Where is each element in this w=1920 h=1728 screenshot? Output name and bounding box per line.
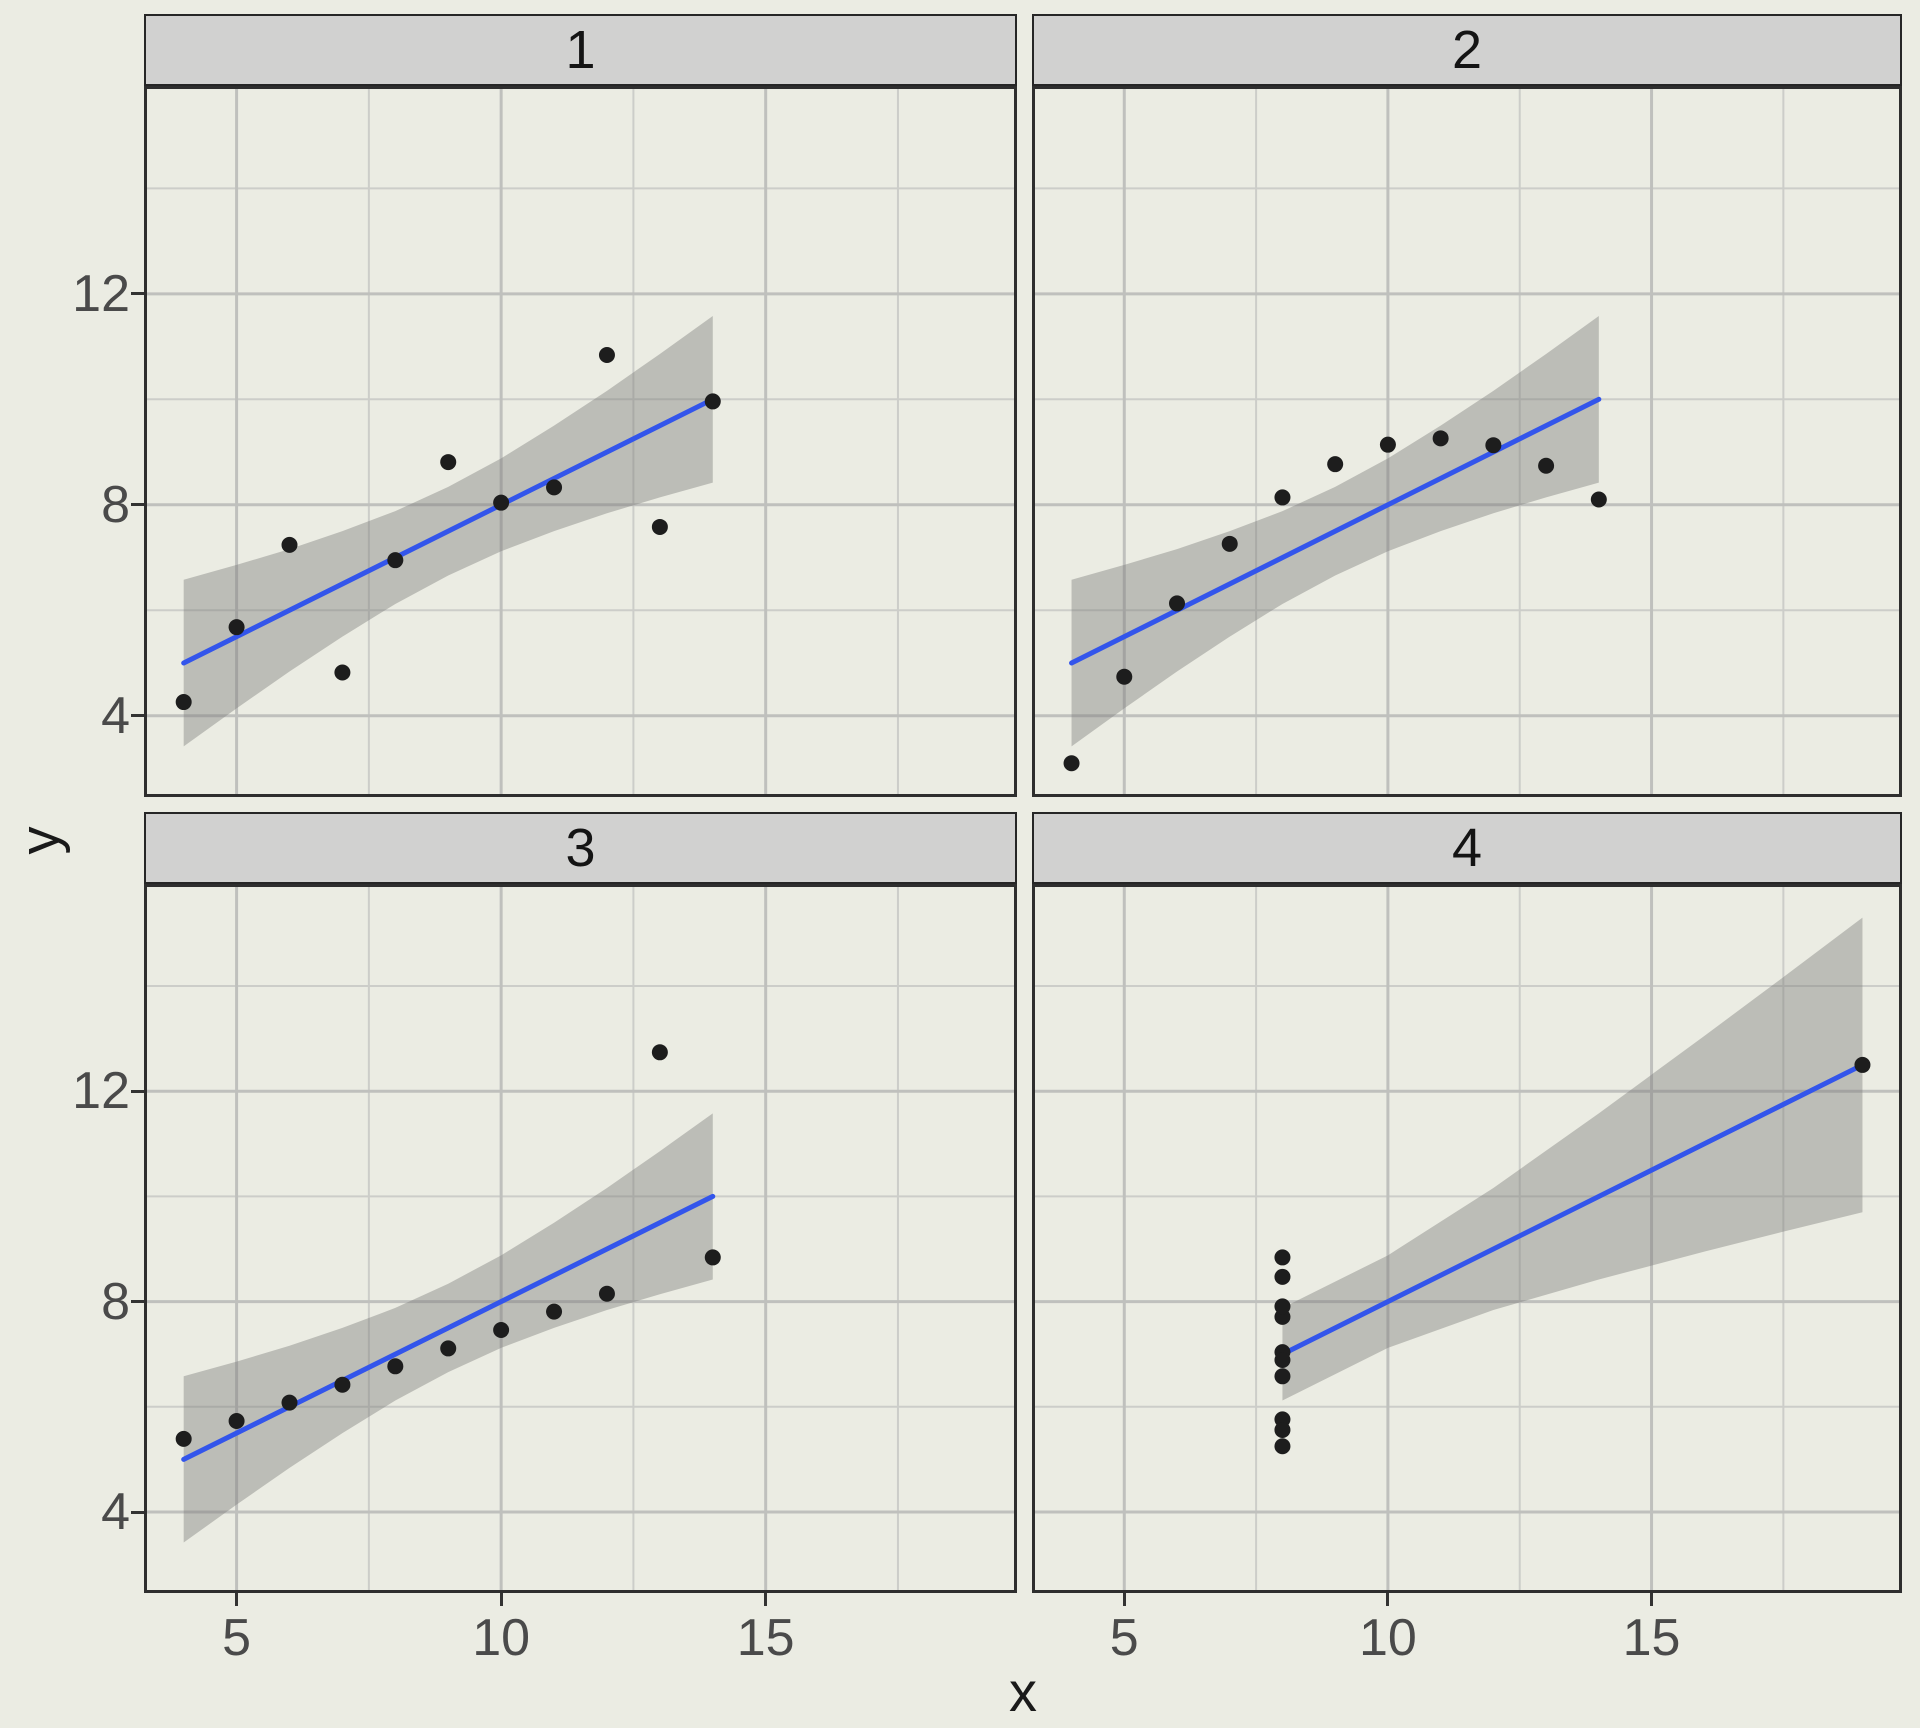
- data-point: [440, 454, 457, 471]
- x-axis-tick-mark: [764, 1593, 768, 1606]
- y-axis-tick-mark: [131, 292, 144, 296]
- facet-strip-1-label: 1: [565, 20, 596, 80]
- data-point: [493, 494, 510, 511]
- x-axis-tick-mark: [1122, 1593, 1126, 1606]
- data-point: [387, 552, 404, 569]
- facet-strip-4-label: 4: [1451, 818, 1483, 878]
- data-point: [334, 1376, 351, 1393]
- data-point: [1485, 437, 1502, 454]
- data-point: [175, 694, 192, 711]
- y-axis-tick-mark: [131, 503, 144, 507]
- x-axis-tick-mark: [1386, 1593, 1390, 1606]
- confidence-ribbon: [1282, 917, 1863, 1401]
- facet-strip-3-label: 3: [565, 818, 596, 878]
- y-axis-title-text: y: [7, 826, 71, 854]
- facet-panel-1: [144, 86, 1017, 797]
- data-point: [1379, 436, 1396, 453]
- y-axis-tick-label: 4: [101, 686, 130, 745]
- data-point: [1221, 535, 1238, 552]
- x-axis-tick-mark: [499, 1593, 503, 1606]
- data-point: [1274, 1351, 1291, 1368]
- x-axis-tick-mark: [1650, 1593, 1654, 1606]
- data-point: [1274, 1249, 1291, 1266]
- regression-line: [181, 396, 716, 666]
- data-point: [175, 1430, 192, 1447]
- x-axis-title: x: [1009, 1660, 1037, 1723]
- data-point: [1327, 456, 1344, 473]
- data-point: [1116, 668, 1133, 685]
- y-axis-tick-mark: [131, 1510, 144, 1514]
- data-point: [651, 518, 668, 535]
- facet-strip-1: 1: [144, 14, 1017, 86]
- y-axis-tick-mark: [131, 1300, 144, 1304]
- data-point: [598, 346, 615, 363]
- data-point: [281, 536, 298, 553]
- data-point: [228, 1413, 245, 1430]
- data-point: [546, 479, 563, 496]
- y-axis-tick-label: 12: [72, 264, 130, 323]
- x-axis-tick-label: 5: [222, 1609, 252, 1667]
- data-point: [546, 1303, 563, 1320]
- y-axis-tick-label: 8: [101, 475, 130, 534]
- data-point: [387, 1358, 404, 1375]
- data-point: [1063, 755, 1080, 772]
- data-point: [1274, 489, 1291, 506]
- y-axis-tick-mark: [131, 1089, 144, 1093]
- data-point: [1274, 1298, 1291, 1315]
- data-point: [1590, 491, 1607, 508]
- data-point: [493, 1322, 510, 1339]
- facet-strip-4: 4: [1032, 812, 1902, 884]
- x-axis-tick-label: 10: [1358, 1609, 1417, 1667]
- x-axis-tick-label: 5: [1109, 1609, 1139, 1667]
- data-point: [1274, 1368, 1291, 1385]
- facet-panel-4: [1032, 884, 1902, 1593]
- data-point: [704, 393, 721, 410]
- data-point: [1274, 1438, 1291, 1455]
- data-point: [228, 619, 245, 636]
- x-axis-tick-label: 15: [1622, 1609, 1681, 1667]
- data-point: [334, 664, 351, 681]
- data-point: [1274, 1268, 1291, 1285]
- y-axis-tick-mark: [131, 714, 144, 718]
- data-point: [1538, 457, 1555, 474]
- regression-line: [1069, 396, 1602, 666]
- y-axis-tick-label: 8: [101, 1272, 130, 1331]
- data-point: [704, 1249, 721, 1266]
- y-axis-tick-label: 4: [101, 1483, 130, 1541]
- y-axis-tick-label: 12: [72, 1062, 130, 1121]
- data-point: [1169, 595, 1185, 612]
- data-point: [281, 1394, 298, 1411]
- facet-strip-2-label: 2: [1451, 20, 1483, 80]
- facet-strip-3: 3: [144, 812, 1017, 884]
- x-axis-tick-label: 15: [736, 1609, 795, 1667]
- facet-strip-2: 2: [1032, 14, 1902, 86]
- data-point: [1432, 430, 1449, 447]
- x-axis-tick-mark: [235, 1593, 239, 1606]
- regression-line: [181, 1193, 716, 1462]
- facet-panel-2: [1032, 86, 1902, 797]
- data-point: [598, 1285, 615, 1302]
- facet-panel-3: [144, 884, 1017, 1593]
- data-point: [440, 1340, 457, 1357]
- regression-line: [1279, 1062, 1865, 1357]
- x-axis-tick-label: 10: [472, 1609, 531, 1667]
- data-point: [1854, 1056, 1871, 1073]
- y-axis-title: y: [4, 770, 74, 910]
- data-point: [1274, 1421, 1291, 1438]
- data-point: [651, 1044, 668, 1061]
